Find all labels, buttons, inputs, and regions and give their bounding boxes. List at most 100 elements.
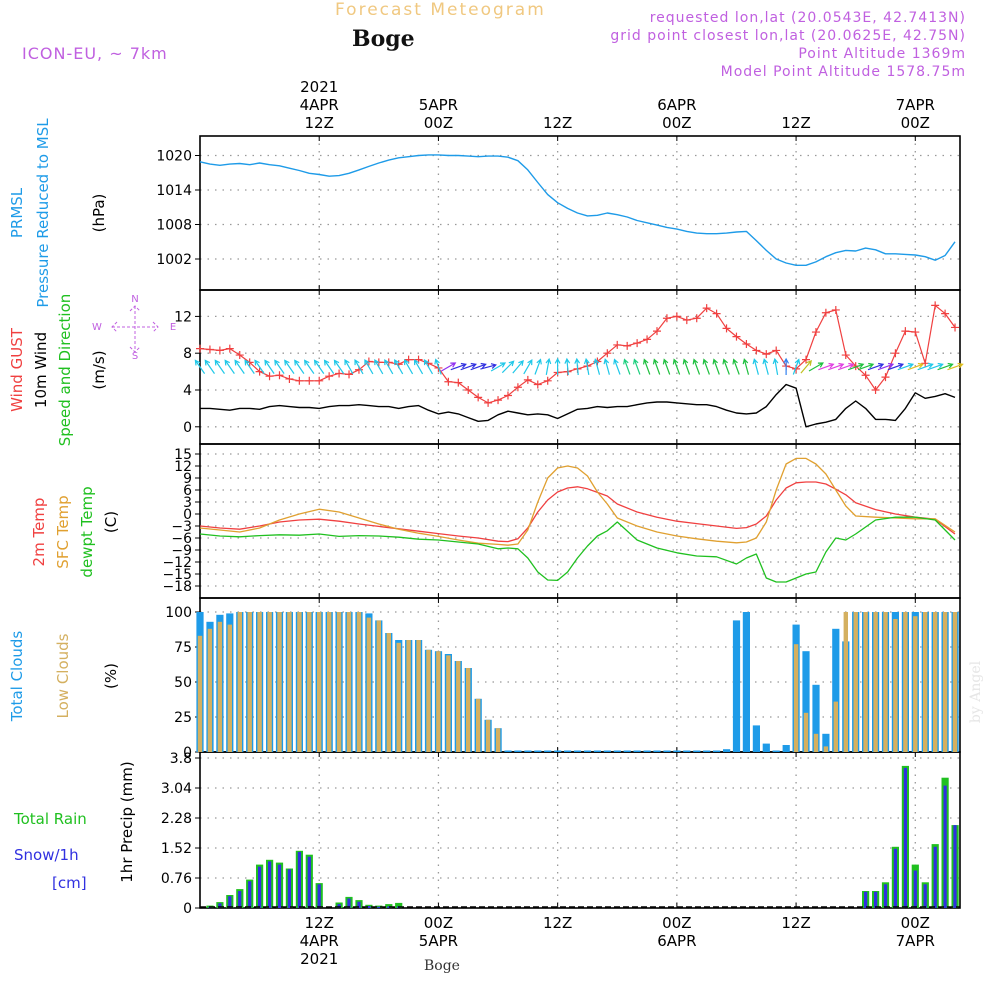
time-label-top: 7APR [896,96,935,114]
time-label-bottom: 12Z [781,914,810,932]
wind-direction-arrow [534,358,542,375]
gust-marker [623,341,632,350]
total-cloud-bar [752,725,760,752]
total-cloud-bar [504,750,512,752]
wind-direction-arrow [574,357,581,376]
wind-direction-arrow [593,358,601,375]
y-tick-label: 0.76 [161,871,192,887]
wind-direction-arrow [887,362,905,371]
total-cloud-bar [802,651,810,752]
total-cloud-bar [683,750,691,752]
gust-marker [613,340,622,349]
gust-marker [285,374,294,383]
total-cloud-bar [782,745,790,752]
gust-marker [911,328,920,337]
gust-marker [742,340,751,348]
time-label-top: 5APR [419,96,458,114]
gust-marker [692,314,701,323]
footer-location: Boge [424,958,460,974]
low-cloud-bar [317,612,322,752]
low-cloud-bar [883,612,888,752]
gust-marker [712,309,721,318]
gust-marker [503,391,512,400]
gust-marker [474,393,483,402]
wind-direction-arrow [333,359,345,374]
time-label-top: 00Z [424,114,453,132]
snow-bar [337,904,341,908]
wind-direction-arrow [354,359,364,375]
y-tick-label: 3.04 [161,781,192,797]
low-cloud-bar [247,612,252,752]
wind-direction-arrow [907,362,924,371]
time-label-bottom: 12Z [543,914,572,932]
wind-direction-arrow [662,358,671,375]
snow-bar [893,848,897,908]
snow-bar [228,896,232,908]
time-label-top: 12Z [305,114,334,132]
low-cloud-bar [426,649,431,752]
gust-marker [523,375,532,384]
low-cloud-bar [833,701,838,752]
wind-direction-arrow [224,359,235,374]
gust-marker [682,316,691,325]
total-cloud-bar [514,750,522,752]
y-tick-label: 1002 [156,252,192,268]
snow-bar [258,866,262,908]
y-tick-label: −3 [171,519,192,535]
compass-icon [111,305,159,353]
wind-direction-arrow [403,359,414,375]
y-tick-label: 9 [183,471,192,487]
wind-direction-arrow [917,362,934,371]
prmsl-line [199,154,956,266]
low-cloud-bar [287,612,292,752]
low-cloud-bar [386,633,391,752]
snow-bar [913,870,917,908]
y-tick-label: 100 [165,605,192,621]
low-cloud-bar [327,612,332,752]
time-label-bottom: 7APR [896,932,935,950]
wind-direction-arrow [460,362,477,371]
gust-marker [662,314,671,323]
low-cloud-bar [813,733,819,752]
y-tick-label: 8 [183,346,192,362]
wind-unit: (m/s) [90,350,108,389]
gust-marker [215,346,224,355]
gust-marker [772,346,781,355]
total-cloud-bar [703,750,711,752]
y-tick-label: 50 [174,675,192,691]
y-tick-label: 0 [183,507,192,523]
wind-direction-arrow [927,362,944,371]
wind-direction-arrow [501,360,515,374]
total-cloud-bar [643,750,651,752]
time-label-top: 00Z [662,114,691,132]
gust-marker [543,376,552,385]
gust-marker [275,371,284,380]
gust-marker [315,376,324,385]
gust-marker [752,346,761,355]
y-tick-label: −18 [162,579,192,595]
low-cloud-bar [237,612,242,752]
low-cloud-bar [396,642,401,752]
time-label-bottom: 2021 [300,950,338,968]
wind-direction-arrow [897,362,915,371]
wind-direction-arrow [712,358,720,375]
snow-bar [377,906,381,908]
total-cloud-bar [613,750,621,752]
low-cloud-bar [366,617,372,752]
y-tick-label: 1008 [156,218,192,234]
time-label-top: 2021 [300,78,338,96]
gust-marker [901,327,910,336]
y-tick-label: 6 [183,483,192,499]
snow-bar [883,884,888,908]
low-cloud-bar [297,612,302,752]
gridpoint-coords: grid point closest lon,lat (20.0625E, 42… [610,28,966,44]
t2m-line [199,481,956,543]
y-tick-label: 1020 [156,149,192,165]
wind10-axis-label: 10m Wind [32,332,50,408]
snow-bar [903,767,907,908]
wind-direction-arrow [294,359,305,374]
total-cloud-bar [693,750,701,752]
wind-direction-arrow [762,358,769,375]
temp2m-axis-label: 2m Temp [30,498,48,567]
wind-direction-arrow [643,358,651,375]
